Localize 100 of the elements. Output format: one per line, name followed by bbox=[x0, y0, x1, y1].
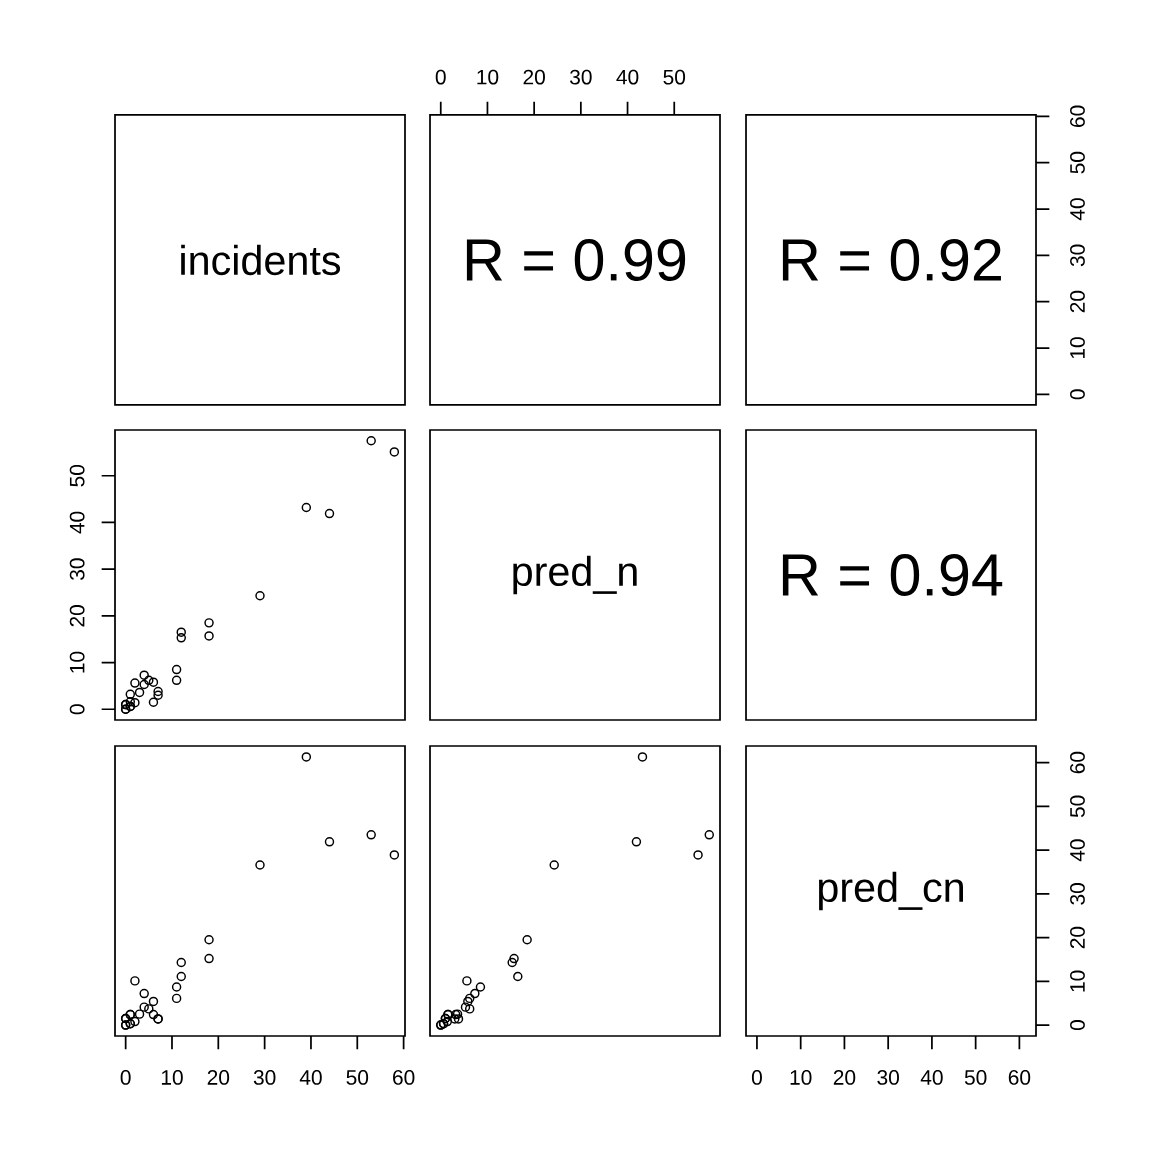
point bbox=[148, 996, 159, 1007]
y-tick-label: 30 bbox=[1070, 244, 1085, 267]
point bbox=[144, 675, 154, 686]
point bbox=[139, 670, 149, 680]
point bbox=[204, 953, 214, 964]
point bbox=[176, 957, 186, 968]
point bbox=[176, 633, 186, 643]
text: pred_n bbox=[513, 555, 637, 595]
point bbox=[637, 752, 648, 762]
point bbox=[464, 1004, 475, 1014]
point bbox=[460, 1002, 471, 1012]
point bbox=[134, 687, 145, 698]
point bbox=[130, 1016, 140, 1027]
point bbox=[704, 830, 715, 840]
point bbox=[549, 860, 559, 870]
point bbox=[450, 1014, 460, 1024]
point bbox=[139, 1002, 149, 1012]
y-tick-label: 60 bbox=[1070, 105, 1085, 127]
x-tick-label: 40 bbox=[616, 69, 639, 85]
point bbox=[509, 953, 519, 964]
y-tick-label: 40 bbox=[69, 511, 85, 534]
point bbox=[301, 502, 312, 513]
point bbox=[171, 675, 182, 686]
point bbox=[204, 935, 214, 945]
point bbox=[366, 830, 376, 840]
x-tick-label: 0 bbox=[120, 1070, 131, 1085]
annotation: pred_cn bbox=[818, 871, 963, 911]
point bbox=[470, 988, 480, 999]
y-tick-label: 0 bbox=[1070, 1020, 1085, 1031]
point bbox=[631, 837, 642, 847]
point bbox=[139, 988, 149, 999]
text: incidents bbox=[181, 244, 341, 276]
y-tick-label: 30 bbox=[69, 558, 85, 580]
point bbox=[176, 971, 186, 982]
point bbox=[204, 618, 214, 628]
point bbox=[130, 697, 140, 708]
point bbox=[475, 982, 486, 992]
point bbox=[204, 631, 214, 641]
point bbox=[176, 627, 186, 637]
x-tick-label: 60 bbox=[1008, 1070, 1031, 1085]
x-tick-label: 60 bbox=[393, 1070, 415, 1085]
y-tick-label: 20 bbox=[1070, 926, 1085, 949]
x-tick-label: 10 bbox=[161, 1070, 183, 1085]
y-tick-label: 10 bbox=[1070, 337, 1085, 359]
point bbox=[453, 1014, 464, 1024]
y-tick-label: 10 bbox=[69, 651, 85, 673]
x-tick-label: 0 bbox=[751, 1070, 762, 1085]
point bbox=[389, 447, 400, 457]
y-tick-label: 10 bbox=[1070, 970, 1085, 992]
x-tick-label: 30 bbox=[253, 1070, 276, 1085]
y-tick-label: 50 bbox=[69, 464, 85, 487]
point bbox=[324, 508, 335, 519]
point bbox=[255, 591, 265, 601]
y-tick-label: 0 bbox=[1070, 389, 1085, 400]
y-tick-label: 40 bbox=[1070, 839, 1085, 862]
point bbox=[130, 976, 140, 986]
point bbox=[171, 664, 182, 675]
x-tick-label: 30 bbox=[877, 1070, 899, 1085]
point bbox=[462, 976, 472, 986]
point bbox=[693, 850, 703, 860]
x-tick-label: 10 bbox=[477, 69, 499, 85]
x-tick-label: 30 bbox=[570, 69, 592, 85]
x-tick-label: 40 bbox=[299, 1070, 322, 1085]
y-tick-label: 50 bbox=[1070, 795, 1085, 818]
text: R = 0.94 bbox=[782, 553, 1003, 596]
x-tick-label: 20 bbox=[207, 1070, 230, 1085]
x-tick-label: 50 bbox=[964, 1070, 987, 1085]
y-tick-label: 60 bbox=[1070, 751, 1085, 774]
x-tick-label: 50 bbox=[346, 1070, 369, 1085]
point bbox=[148, 1009, 159, 1020]
point bbox=[148, 677, 159, 687]
x-tick-label: 10 bbox=[790, 1070, 812, 1085]
y-tick-label: 20 bbox=[1070, 290, 1085, 313]
point bbox=[134, 1009, 145, 1019]
point bbox=[389, 850, 400, 860]
point bbox=[255, 860, 265, 870]
point bbox=[125, 697, 136, 707]
x-tick-label: 0 bbox=[435, 69, 446, 85]
point bbox=[366, 436, 376, 446]
point bbox=[148, 697, 159, 707]
point bbox=[324, 837, 335, 847]
y-tick-label: 0 bbox=[69, 704, 85, 715]
x-tick-label: 20 bbox=[833, 1070, 856, 1085]
y-tick-label: 40 bbox=[1070, 198, 1085, 221]
point bbox=[125, 689, 136, 700]
y-tick-label: 30 bbox=[1070, 883, 1085, 905]
point bbox=[144, 1004, 154, 1014]
y-tick-label: 50 bbox=[1070, 151, 1085, 174]
point bbox=[153, 690, 163, 700]
point bbox=[171, 993, 182, 1004]
point bbox=[522, 935, 532, 945]
x-tick-label: 20 bbox=[523, 69, 545, 85]
point bbox=[171, 982, 182, 992]
y-tick-label: 20 bbox=[69, 605, 85, 627]
point bbox=[139, 679, 149, 690]
annotation: R = 0.99 bbox=[466, 238, 686, 281]
point bbox=[130, 678, 140, 688]
x-tick-label: 40 bbox=[920, 1070, 943, 1085]
point bbox=[301, 752, 312, 762]
point bbox=[513, 971, 523, 982]
